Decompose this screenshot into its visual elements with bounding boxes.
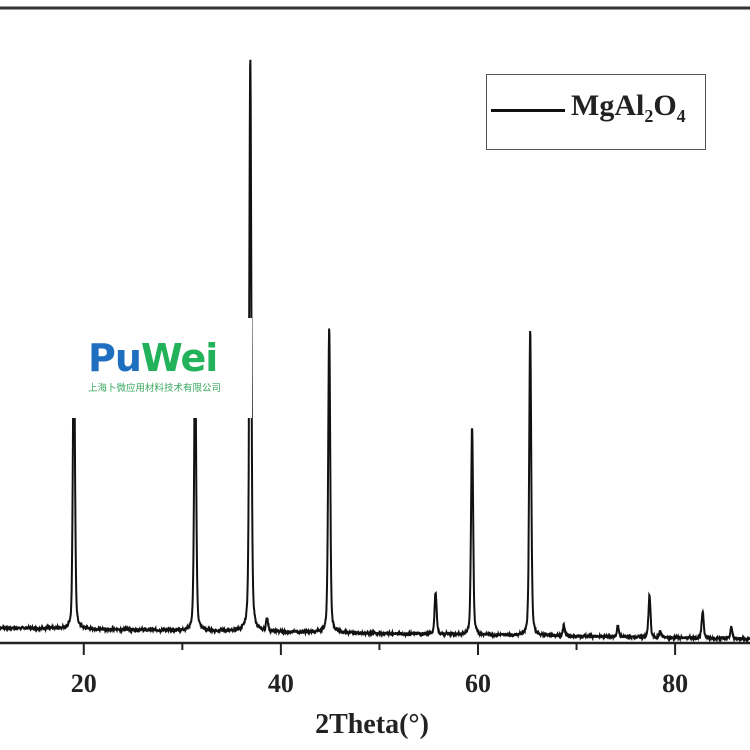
logo-wordmark: PuWei <box>88 336 218 380</box>
x-tick-label: 80 <box>662 669 688 698</box>
x-axis-title: 2Theta(°) <box>315 709 429 740</box>
x-tick-label: 60 <box>465 669 491 698</box>
puwei-watermark-logo: PuWei 上海卜微应用材料技术有限公司 <box>70 318 252 418</box>
x-tick-label: 40 <box>268 669 294 698</box>
x-tick-label: 20 <box>71 669 97 698</box>
legend-line-swatch <box>491 109 565 112</box>
legend-label: MgAl2O4 <box>571 89 686 126</box>
legend: MgAl2O4 <box>486 74 706 150</box>
series-line-0 <box>0 59 750 644</box>
logo-company-name: 上海卜微应用材料技术有限公司 <box>88 383 222 394</box>
